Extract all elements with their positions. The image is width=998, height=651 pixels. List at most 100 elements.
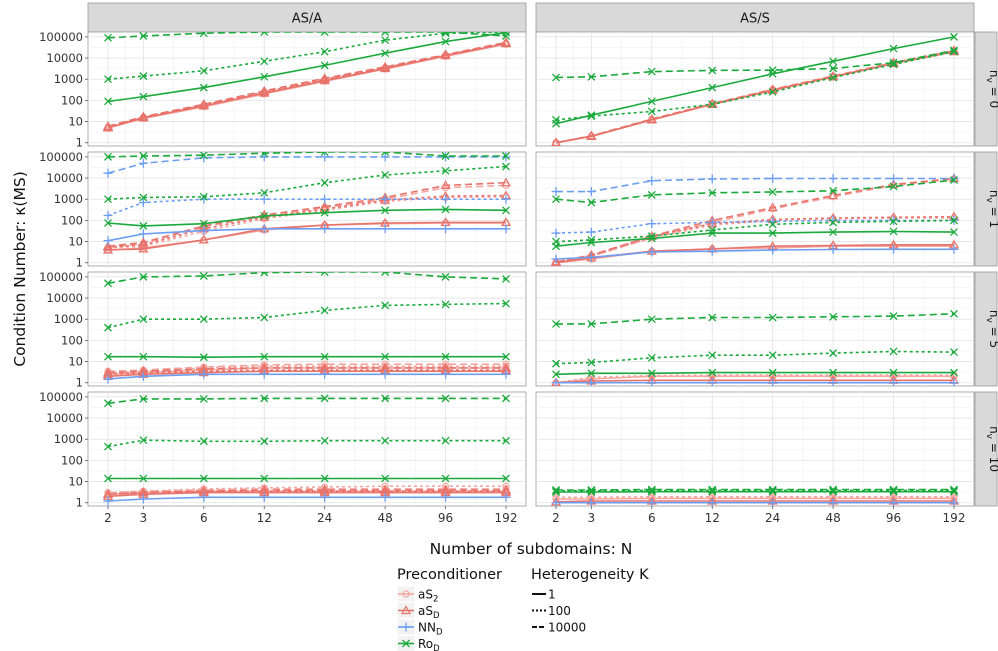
series-line [556,177,954,193]
data-point-marker [586,130,597,140]
data-point-marker [381,32,390,36]
data-point-marker [259,492,269,502]
cross-marker [139,72,148,81]
cross-marker [708,226,717,234]
data-point-marker [587,486,596,494]
cross-marker [587,369,596,378]
plus-marker [199,369,209,379]
plus-marker [138,197,148,207]
y-tick-label: 100000 [39,270,83,284]
cross-marker [587,112,596,121]
cross-marker [199,192,208,201]
cross-marker [199,353,208,362]
plus-marker [199,226,209,236]
cross-marker [889,486,898,495]
data-point-marker [199,226,209,236]
data-point-marker [198,234,209,244]
data-point-marker [380,224,390,234]
data-point-marker [440,49,451,59]
cross-marker [104,442,112,451]
data-point-marker [441,474,450,483]
data-point-marker [380,492,390,502]
cross-marker [104,474,112,483]
data-point-marker [104,219,112,227]
cross-marker [320,436,329,445]
cross-marker [950,46,958,55]
facet-row-label: nv = 5 [984,310,998,348]
x-tick-label: 3 [588,511,596,525]
data-point-marker [104,474,112,483]
cross-marker [260,188,269,197]
data-point-marker [950,487,958,496]
y-tick-label: 10 [68,355,83,369]
series-line [107,489,506,496]
data-point-marker [950,216,958,225]
series-line [107,496,506,502]
plus-marker [828,174,838,184]
data-point-marker [199,369,209,379]
panel-series-group [102,394,512,506]
plus-marker [199,492,209,502]
y-axis-title: Condition Number: κ(MS) [11,171,29,366]
triangle-marker [198,99,209,108]
data-point-marker [647,232,656,241]
data-point-marker [381,152,390,156]
cross-marker [381,32,390,36]
cross-marker [260,212,269,221]
cross-marker [647,486,656,495]
panel-background [87,31,527,147]
data-point-marker [950,47,958,56]
data-point-marker [949,244,959,254]
cross-marker [708,188,717,197]
data-point-marker [552,195,560,204]
plus-marker [586,252,596,262]
cross-marker [502,394,510,403]
series-line [556,313,955,325]
triangle-marker [586,130,597,140]
data-point-marker [889,312,898,321]
data-point-marker [768,220,777,229]
data-point-marker [320,474,329,483]
cross-marker [950,228,958,237]
series-line [107,152,506,158]
series-line [107,365,506,374]
cross-marker [708,485,717,494]
cross-marker [889,60,898,69]
data-point-marker [259,224,269,234]
data-point-marker [647,97,656,106]
cross-marker [950,485,958,494]
data-point-marker [551,254,561,264]
cross-marker [441,436,450,445]
data-point-marker [199,492,209,502]
data-point-marker [381,352,390,361]
cross-marker [104,399,112,408]
cross-marker [768,351,777,360]
x-tick-label: 12 [705,511,720,525]
data-point-marker [889,60,898,69]
data-point-marker [551,498,561,506]
data-point-marker [501,369,511,379]
cross-marker [381,301,390,310]
data-point-marker [441,194,451,204]
cross-marker [381,170,390,179]
data-point-marker [139,474,148,483]
triangle-marker [138,237,149,247]
cross-marker [104,352,112,361]
data-point-marker [319,73,330,82]
data-point-marker [950,486,958,495]
plus-marker [320,492,330,502]
data-point-marker [950,32,958,41]
cross-marker [381,36,390,45]
data-point-marker [587,235,596,244]
series-line [107,221,506,251]
triangle-marker [440,180,451,189]
triangle-marker [102,121,114,130]
data-point-marker [768,485,777,494]
data-point-marker [401,622,411,632]
y-tick-label: 100000 [39,390,83,404]
cross-marker [320,352,329,361]
cross-marker [552,370,560,379]
cross-marker [647,190,656,199]
cross-marker [647,485,656,494]
data-point-marker [502,436,510,445]
